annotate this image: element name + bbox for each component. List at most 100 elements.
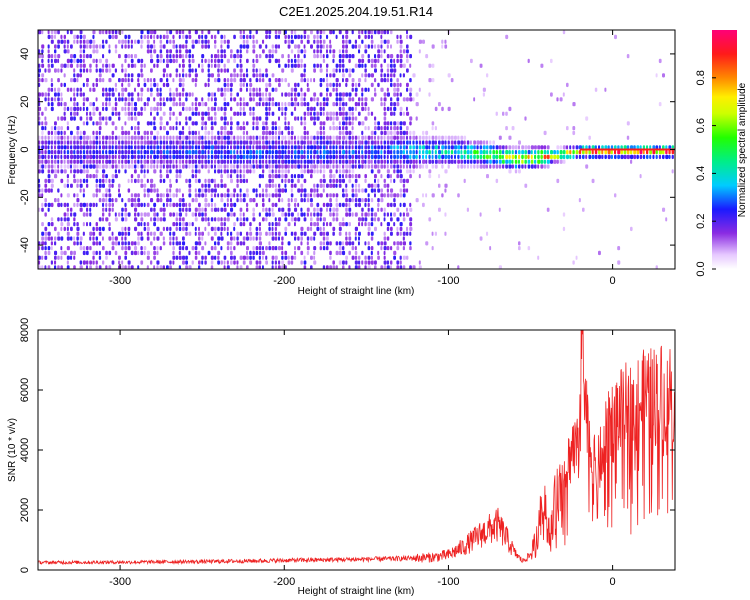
- heatmap-cell: [159, 265, 163, 269]
- heatmap-cell: [73, 212, 77, 217]
- heatmap-cell: [236, 135, 240, 140]
- heatmap-cell: [390, 78, 393, 83]
- heatmap-cell: [310, 265, 313, 269]
- heatmap-cell: [73, 174, 76, 179]
- heatmap-cell: [284, 63, 287, 68]
- heatmap-cell: [223, 87, 227, 92]
- heatmap-cell: [223, 82, 227, 88]
- heatmap-cell: [335, 116, 339, 121]
- heatmap-cell: [89, 145, 92, 150]
- heatmap-cell: [319, 92, 323, 97]
- heatmap-cell: [354, 188, 358, 193]
- heatmap-cell: [175, 169, 179, 174]
- heatmap-cell: [182, 222, 185, 227]
- heatmap-cell: [441, 159, 444, 164]
- heatmap-cell: [361, 260, 364, 265]
- heatmap-cell: [300, 39, 303, 44]
- heatmap-cell: [44, 202, 47, 208]
- heatmap-cell: [166, 63, 169, 68]
- heatmap-cell: [329, 212, 332, 217]
- heatmap-cell: [146, 44, 150, 49]
- heatmap-cell: [159, 193, 163, 198]
- heatmap-cell: [588, 145, 591, 150]
- heatmap-cell: [76, 183, 79, 188]
- heatmap-cell: [306, 207, 310, 212]
- heatmap-cell: [166, 202, 169, 208]
- heatmap-cell: [220, 217, 223, 222]
- heatmap-cell: [44, 198, 47, 203]
- heatmap-cell: [121, 226, 124, 232]
- heatmap-cell: [402, 111, 406, 116]
- heatmap-cell: [114, 241, 118, 246]
- heatmap-cell: [402, 154, 406, 160]
- heatmap-cell: [300, 154, 304, 160]
- heatmap-cell: [220, 126, 224, 131]
- heatmap-cell: [406, 68, 409, 73]
- heatmap-cell: [137, 92, 140, 97]
- heatmap-cell: [38, 92, 41, 97]
- heatmap-cell: [358, 231, 361, 236]
- heatmap-cell: [562, 145, 566, 150]
- heatmap-cell: [252, 73, 256, 78]
- heatmap-cell: [572, 260, 575, 265]
- heatmap-cell: [175, 174, 179, 179]
- heatmap-cell: [482, 92, 485, 97]
- heatmap-cell: [303, 102, 307, 107]
- heatmap-cell: [140, 106, 143, 112]
- heatmap-cell: [351, 44, 355, 49]
- heatmap-cell: [246, 58, 249, 64]
- heatmap-cell: [527, 145, 531, 150]
- heatmap-cell: [172, 78, 175, 83]
- heatmap-cell: [447, 73, 451, 78]
- heatmap-cell: [658, 154, 662, 160]
- heatmap-cell: [338, 102, 342, 107]
- heatmap-cell: [130, 73, 134, 78]
- heatmap-cell: [604, 87, 607, 92]
- heatmap-cell: [559, 159, 563, 164]
- heatmap-cell: [169, 241, 172, 246]
- heatmap-cell: [313, 106, 316, 112]
- heatmap-cell: [294, 202, 297, 208]
- heatmap-cell: [121, 207, 124, 212]
- heatmap-cell: [335, 135, 339, 140]
- heatmap-cell: [140, 164, 144, 169]
- heatmap-cell: [281, 174, 284, 179]
- heatmap-cell: [153, 49, 157, 54]
- heatmap-cell: [367, 212, 370, 217]
- heatmap-cell: [316, 159, 320, 164]
- heatmap-cell: [364, 154, 367, 160]
- heatmap-cell: [268, 193, 271, 198]
- heatmap-cell: [377, 202, 380, 208]
- heatmap-cell: [406, 87, 409, 92]
- snr-x-axis-label: Height of straight line (km): [298, 586, 415, 597]
- heatmap-cell: [351, 193, 355, 198]
- heatmap-cell: [319, 30, 323, 35]
- heatmap-cell: [271, 130, 275, 136]
- heatmap-cell: [348, 111, 352, 116]
- heatmap-cell: [390, 121, 393, 126]
- heatmap-cell: [310, 140, 313, 145]
- heatmap-cell: [271, 54, 274, 59]
- heatmap-cell: [396, 154, 399, 160]
- heatmap-cell: [210, 265, 214, 269]
- heatmap-cell: [140, 202, 143, 208]
- heatmap-cell: [290, 130, 294, 136]
- heatmap-cell: [326, 44, 329, 49]
- heatmap-cell: [220, 159, 224, 164]
- heatmap-cell: [95, 78, 99, 83]
- heatmap-cell: [47, 49, 50, 54]
- heatmap-cell: [162, 193, 165, 198]
- heatmap-cell: [57, 87, 61, 92]
- heatmap-cell: [124, 102, 127, 107]
- heatmap-cell: [300, 169, 304, 174]
- heatmap-cell: [198, 39, 201, 44]
- heatmap-cell: [537, 145, 541, 150]
- heatmap-cell: [585, 164, 589, 169]
- heatmap-cell: [486, 140, 489, 145]
- heatmap-cell: [316, 111, 319, 116]
- heatmap-cell: [425, 159, 428, 164]
- heatmap-cell: [233, 140, 236, 145]
- heatmap-cell: [364, 106, 367, 112]
- heatmap-cell: [482, 150, 486, 155]
- heatmap-cell: [332, 260, 335, 265]
